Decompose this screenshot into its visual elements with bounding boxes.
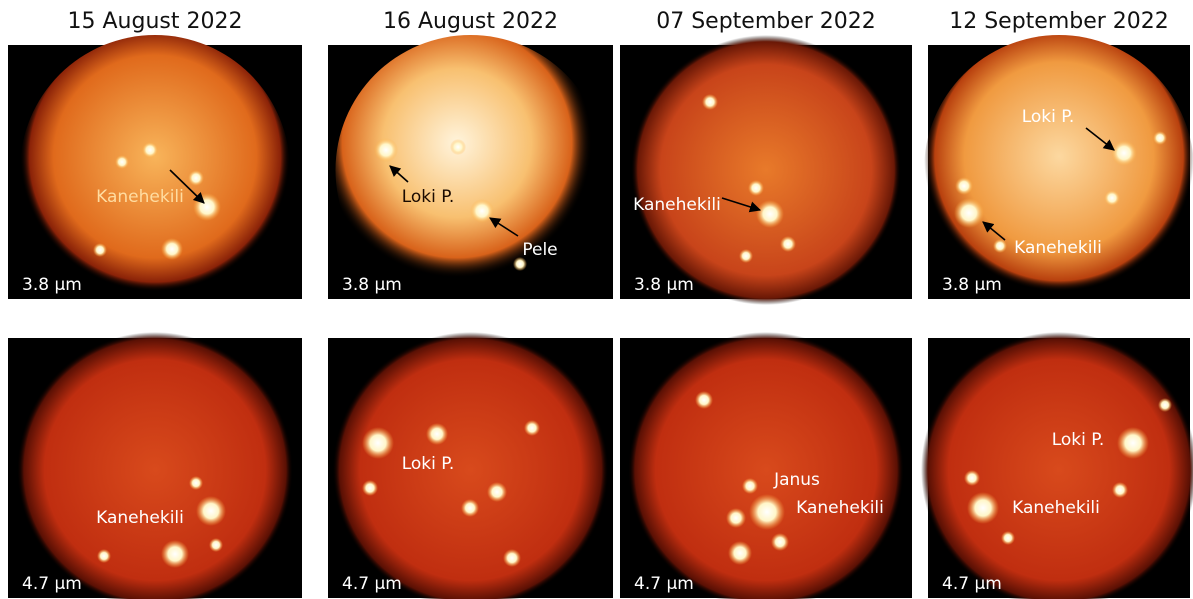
image-panel: Loki P. 4.7 μm (328, 332, 613, 599)
feature-label: Kanehekili (1014, 238, 1102, 258)
hot-spot (503, 549, 521, 567)
io-disk (17, 332, 293, 599)
hot-spot (461, 499, 479, 517)
arrow (721, 197, 762, 213)
feature-label: Loki P. (1052, 430, 1105, 450)
hot-spot (955, 177, 973, 195)
feature-label: Kanehekili (96, 187, 184, 207)
hot-spot (115, 155, 129, 169)
hot-spot (1158, 398, 1172, 412)
feature-label: Kanehekili (633, 195, 721, 215)
hot-spot (726, 508, 746, 528)
hot-spot (426, 423, 448, 445)
image-panel: Loki P. Kanehekili 4.7 μm (921, 332, 1193, 599)
hot-spot (739, 249, 753, 263)
image-panel: Loki P. Pele 3.8 μm (328, 35, 613, 305)
feature-label: Pele (522, 240, 557, 260)
arrow (389, 165, 409, 183)
wavelength-label: 4.7 μm (634, 574, 694, 594)
hot-spot (362, 480, 378, 496)
hot-spot (97, 549, 111, 563)
date-title: 15 August 2022 (68, 9, 243, 34)
image-panel: Kanehekili 3.8 μm (620, 35, 912, 305)
hot-spot (524, 420, 540, 436)
feature-label: Loki P. (1022, 107, 1075, 127)
hot-spot (1111, 140, 1137, 166)
arrow (169, 169, 205, 204)
io-disk (924, 35, 1193, 305)
date-title: 16 August 2022 (383, 9, 558, 34)
wavelength-label: 3.8 μm (942, 275, 1002, 295)
hot-spot (513, 257, 527, 271)
io-disk (20, 35, 290, 305)
hot-spot (450, 139, 466, 155)
hot-spot (993, 239, 1007, 253)
io-disk (628, 332, 904, 599)
hot-spot (209, 538, 223, 552)
hot-spot (780, 236, 796, 252)
hot-spot (967, 492, 999, 524)
hot-spot (1104, 190, 1120, 206)
hot-spot (1153, 131, 1167, 145)
feature-label: Loki P. (402, 187, 455, 207)
io-disk (631, 35, 901, 305)
feature-label: Kanehekili (96, 508, 184, 528)
arrow (489, 217, 519, 237)
hot-spot (470, 199, 494, 223)
hot-spot (749, 494, 785, 530)
hot-spot (1001, 531, 1015, 545)
feature-label: Janus (773, 470, 820, 490)
hot-spot (954, 198, 984, 228)
hot-spot (196, 496, 226, 526)
hot-spot (142, 142, 158, 158)
hot-spot (487, 482, 507, 502)
hot-spot (695, 391, 713, 409)
io-disk (332, 332, 609, 599)
hot-spot (1117, 427, 1149, 459)
wavelength-label: 3.8 μm (342, 275, 402, 295)
hot-spot (374, 138, 398, 162)
hot-spot (748, 180, 764, 196)
hot-spot (1112, 482, 1128, 498)
feature-label: Loki P. (402, 454, 455, 474)
image-panel: Janus Kanehekili 4.7 μm (620, 332, 912, 599)
feature-label: Kanehekili (796, 498, 884, 518)
arrow (1085, 127, 1115, 151)
wavelength-label: 4.7 μm (942, 574, 1002, 594)
image-panel: Kanehekili 4.7 μm (8, 332, 302, 599)
wavelength-label: 4.7 μm (22, 574, 82, 594)
hot-spot (771, 533, 789, 551)
hot-spot (188, 170, 204, 186)
hot-spot (93, 243, 107, 257)
hot-spot (728, 541, 752, 565)
hot-spot (964, 470, 980, 486)
wavelength-label: 4.7 μm (342, 574, 402, 594)
io-disk (335, 35, 606, 305)
feature-label: Kanehekili (1012, 498, 1100, 518)
wavelength-label: 3.8 μm (22, 275, 82, 295)
date-title: 12 September 2022 (949, 9, 1169, 34)
hot-spot (756, 200, 784, 228)
image-panel: Loki P. Kanehekili 3.8 μm (924, 35, 1193, 305)
arrow (982, 221, 1006, 241)
io-disk (921, 332, 1193, 599)
hot-spot (362, 427, 394, 459)
hot-spot (161, 540, 189, 568)
hot-spot (742, 478, 758, 494)
date-title: 07 September 2022 (656, 9, 876, 34)
hot-spot (189, 476, 203, 490)
wavelength-label: 3.8 μm (634, 275, 694, 295)
hot-spot (702, 94, 718, 110)
hot-spot (161, 238, 183, 260)
image-panel: Kanehekili 3.8 μm (8, 35, 302, 305)
